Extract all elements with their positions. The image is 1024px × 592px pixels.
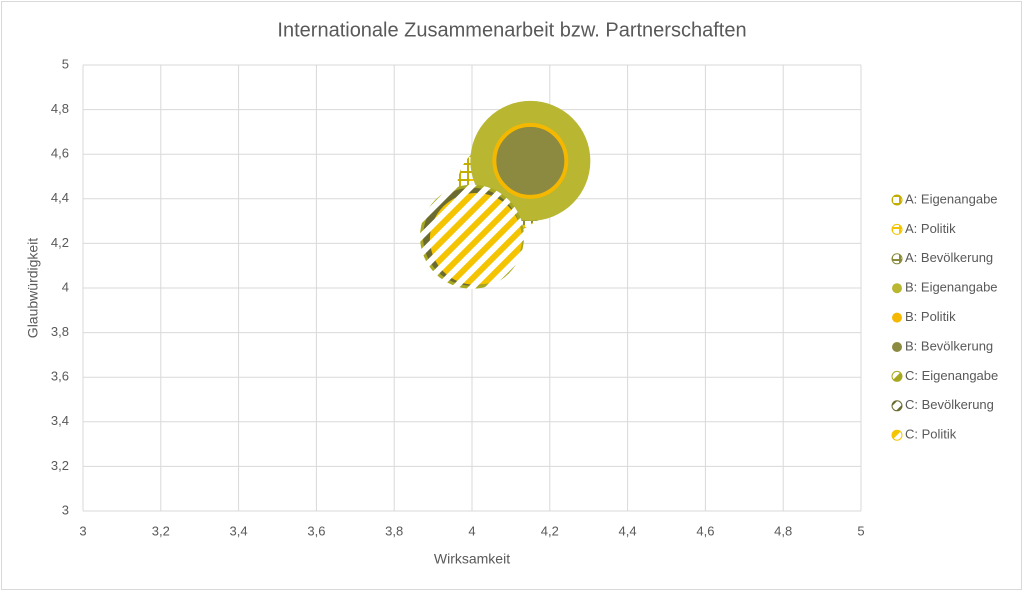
legend-marker	[891, 194, 903, 206]
x-tick-label: 3,8	[385, 523, 403, 538]
bubble	[429, 192, 522, 285]
y-tick-label: 4,4	[51, 190, 69, 205]
x-tick-label: 3,2	[152, 523, 170, 538]
legend-marker	[892, 342, 902, 352]
legend-label: C: Eigenangabe	[905, 368, 998, 383]
y-tick-label: 4,8	[51, 101, 69, 116]
legend-marker	[891, 370, 903, 382]
x-axis-title: Wirksamkeit	[434, 551, 510, 567]
y-axis-title: Glaubwürdigkeit	[25, 238, 41, 338]
legend-marker	[891, 429, 903, 441]
y-tick-label: 3,2	[51, 458, 69, 473]
x-tick-label: 3,6	[307, 523, 325, 538]
legend-marker	[891, 223, 903, 235]
x-tick-label: 3	[79, 523, 86, 538]
x-tick-label: 3,4	[230, 523, 248, 538]
y-tick-label: 4	[62, 279, 69, 294]
legend-label: B: Eigenangabe	[905, 280, 998, 295]
chart-title: Internationale Zusammenarbeit bzw. Partn…	[277, 19, 746, 41]
y-tick-label: 3,4	[51, 413, 69, 428]
y-tick-label: 3,8	[51, 324, 69, 339]
legend-marker	[892, 312, 902, 323]
x-tick-label: 4	[468, 523, 475, 538]
y-tick-label: 4,2	[51, 235, 69, 250]
x-tick-label: 5	[857, 523, 864, 538]
x-tick-label: 4,8	[774, 523, 792, 538]
legend-label: B: Bevölkerung	[905, 338, 993, 353]
y-tick-label: 3,6	[51, 369, 69, 384]
legend-marker	[891, 400, 903, 412]
x-tick-label: 4,6	[696, 523, 714, 538]
legend-label: A: Bevölkerung	[905, 250, 993, 265]
y-tick-label: 4,6	[51, 146, 69, 161]
legend-label: C: Politik	[905, 427, 957, 442]
legend-label: A: Eigenangabe	[905, 191, 998, 206]
legend-label: C: Bevölkerung	[905, 397, 994, 412]
legend-marker	[892, 283, 902, 294]
legend-label: B: Politik	[905, 309, 956, 324]
legend-marker	[891, 253, 903, 265]
x-tick-label: 4,2	[541, 523, 559, 538]
legend-label: A: Politik	[905, 221, 956, 236]
bubble	[494, 124, 567, 197]
x-tick-label: 4,4	[619, 523, 637, 538]
y-tick-label: 5	[62, 56, 69, 71]
y-tick-label: 3	[62, 502, 69, 517]
